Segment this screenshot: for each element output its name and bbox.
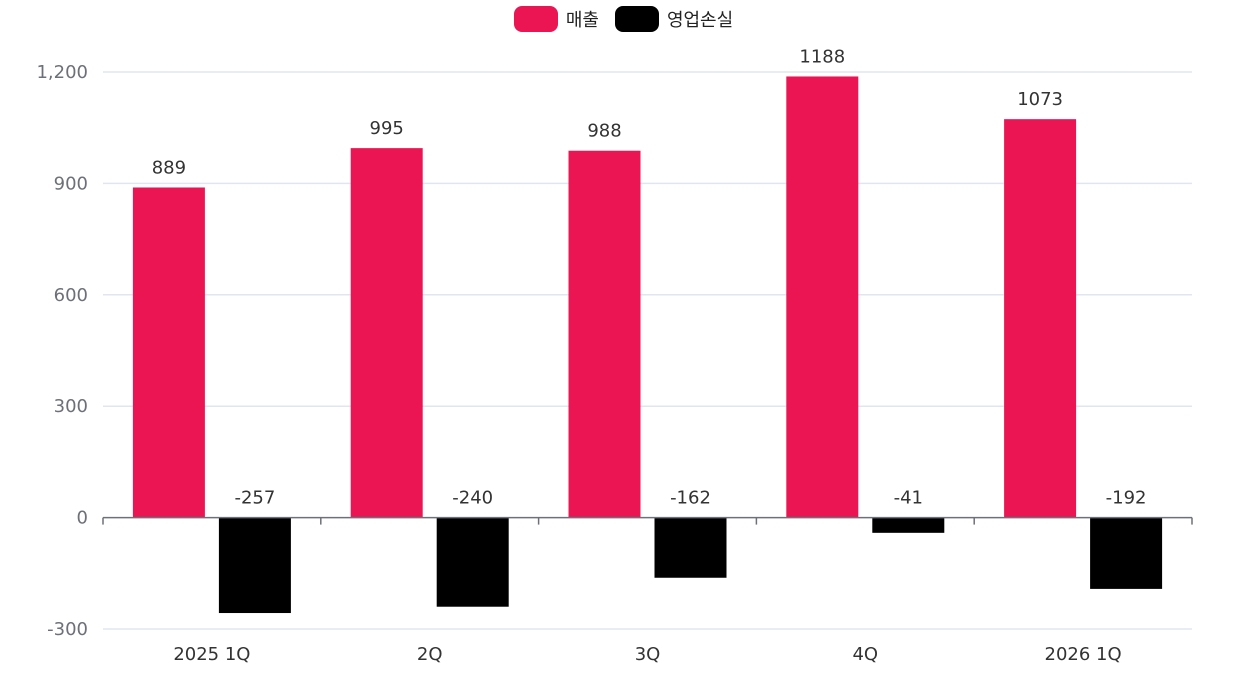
x-axis-labels: 2025 1Q 2Q 3Q 4Q 2026 1Q — [173, 644, 1121, 665]
bar-operating-loss — [654, 517, 727, 578]
data-label-operating-loss: -240 — [452, 488, 493, 509]
data-label-revenue: 995 — [370, 118, 404, 139]
data-label-revenue: 1073 — [1017, 89, 1063, 110]
x-axis — [102, 516, 1193, 525]
bar-revenue — [786, 76, 859, 518]
y-tick-label: -300 — [47, 619, 88, 640]
data-label-operating-loss: -257 — [234, 488, 275, 509]
bar-operating-loss — [872, 517, 945, 533]
bar-operating-loss — [1090, 517, 1163, 589]
data-labels: 889 995 988 1188 1073 -257 -240 -162 -41 -192 — [152, 46, 1147, 508]
legend-label-operating-loss: 영업손실 — [666, 10, 734, 31]
data-label-revenue: 1188 — [799, 46, 845, 67]
bar-revenue — [132, 187, 205, 518]
data-label-revenue: 889 — [152, 157, 186, 178]
y-tick-label: 300 — [54, 396, 88, 417]
legend-item-operating-loss[interactable]: 영업손실 — [614, 6, 734, 32]
data-label-revenue: 988 — [587, 121, 621, 142]
bar-operating-loss — [218, 517, 291, 614]
y-tick-label: 900 — [54, 173, 88, 194]
legend-label-revenue: 매출 — [565, 10, 599, 31]
y-tick-label: 600 — [54, 285, 88, 306]
x-tick-label: 4Q — [852, 644, 878, 665]
y-tick-label: 0 — [77, 508, 88, 529]
y-axis-labels: -300 0 300 600 900 1,200 — [36, 62, 88, 640]
legend: 매출 영업손실 — [0, 6, 1247, 32]
x-tick-label: 2026 1Q — [1045, 644, 1122, 665]
data-label-operating-loss: -192 — [1106, 488, 1147, 509]
x-tick-label: 3Q — [635, 644, 661, 665]
legend-swatch-revenue — [513, 6, 558, 32]
x-tick-label: 2025 1Q — [173, 644, 250, 665]
y-tick-label: 1,200 — [36, 62, 88, 83]
bar-revenue — [1004, 119, 1077, 518]
bar-operating-loss — [436, 517, 509, 607]
bar-revenue — [568, 150, 641, 518]
legend-item-revenue[interactable]: 매출 — [513, 6, 599, 32]
x-tick-label: 2Q — [417, 644, 443, 665]
legend-swatch-operating-loss — [614, 6, 659, 32]
data-label-operating-loss: -41 — [894, 488, 923, 509]
data-label-operating-loss: -162 — [670, 488, 711, 509]
bars — [132, 76, 1163, 614]
bar-revenue — [350, 148, 423, 518]
